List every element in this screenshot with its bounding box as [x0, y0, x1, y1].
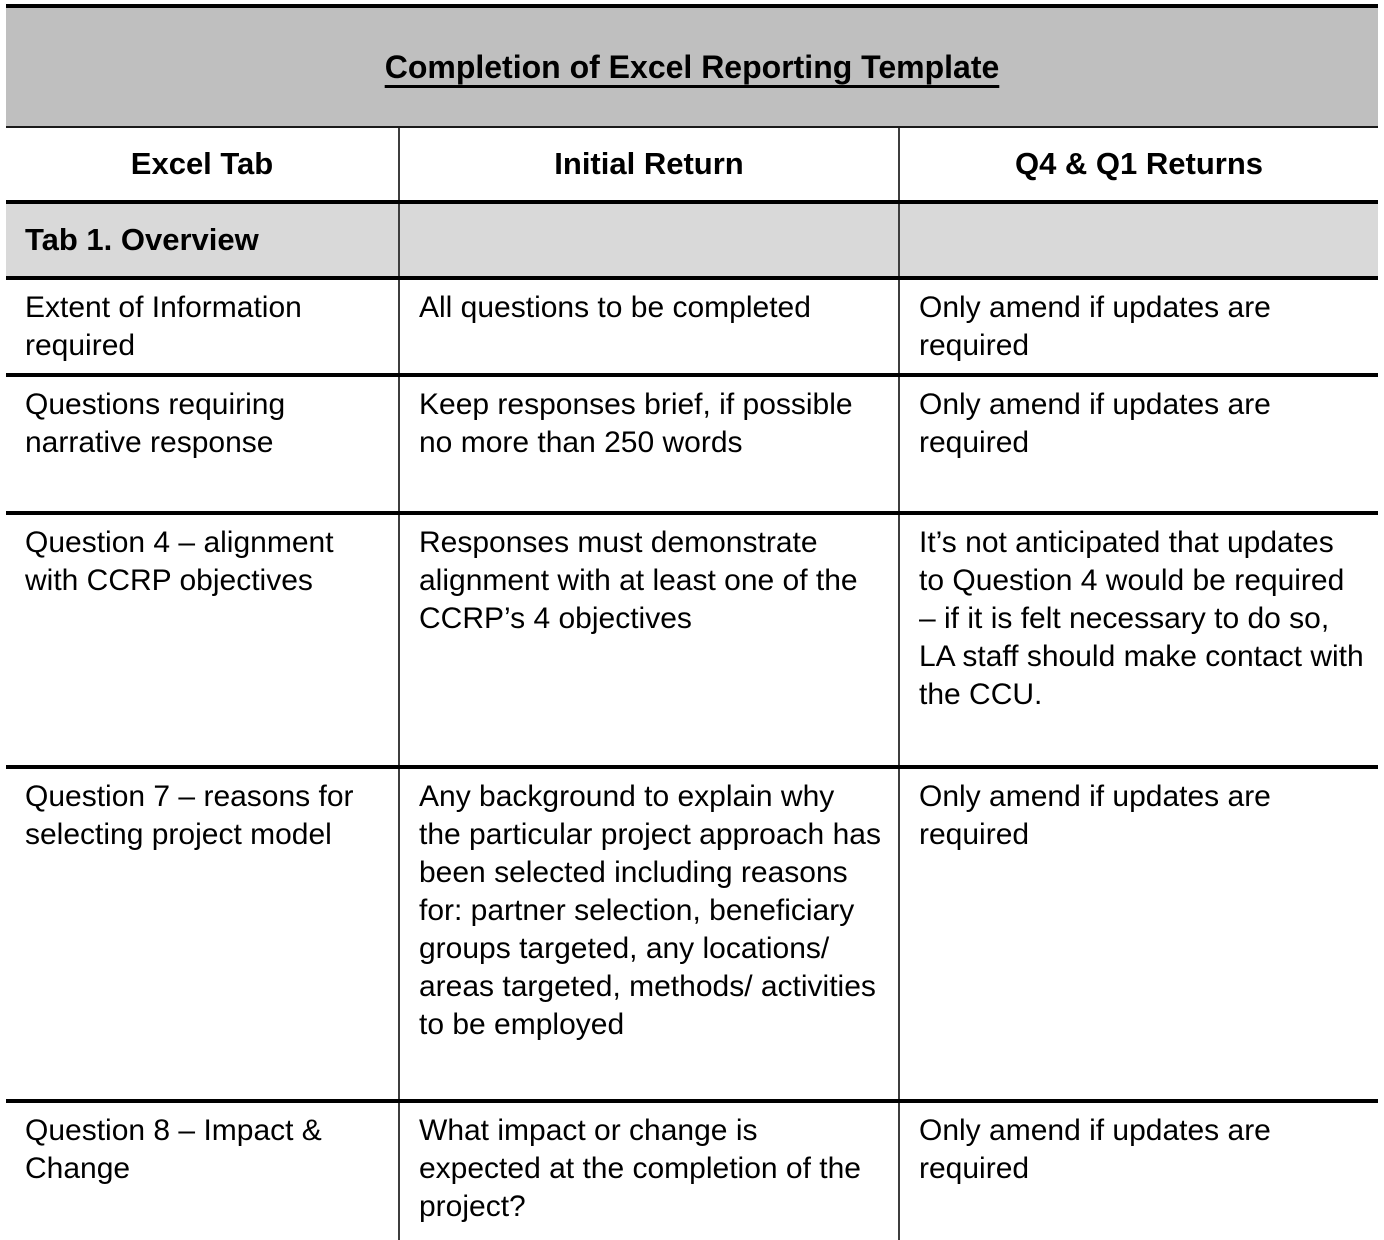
cell-excel-tab: Extent of Information required: [25, 291, 302, 362]
section-empty-cell: [898, 204, 1378, 276]
table-row: Question 4 – alignment with CCRP objecti…: [6, 515, 1378, 769]
cell-initial-return: What impact or change is expected at the…: [398, 1103, 898, 1240]
cell-q4-q1-returns: Only amend if updates are required: [898, 1103, 1378, 1240]
section-title: Tab 1. Overview: [25, 222, 259, 257]
column-header-excel-tab: Excel Tab: [130, 146, 274, 181]
cell-excel-tab: Questions requiring narrative response: [25, 388, 286, 459]
column-header-row: Excel Tab Initial Return Q4 & Q1 Returns: [6, 128, 1378, 204]
column-header-initial-return: Initial Return: [398, 128, 898, 200]
cell-excel-tab: Question 8 – Impact & Change: [25, 1114, 322, 1185]
table-row: Extent of Information required All quest…: [6, 280, 1378, 377]
section-row-tab-1-overview: Tab 1. Overview: [6, 204, 1378, 280]
cell-q4-q1-returns: Only amend if updates are required: [898, 377, 1378, 511]
table-row: Question 8 – Impact & Change What impact…: [6, 1103, 1378, 1240]
cell-q4-q1-returns: Only amend if updates are required: [898, 769, 1378, 1099]
page-title: Completion of Excel Reporting Template: [384, 48, 1000, 85]
cell-excel-tab: Question 7 – reasons for selecting proje…: [25, 780, 354, 851]
cell-initial-return: All questions to be completed: [398, 280, 898, 373]
section-empty-cell: [398, 204, 898, 276]
cell-initial-return: Keep responses brief, if possible no mor…: [398, 377, 898, 511]
cell-initial-return: Responses must demonstrate alignment wit…: [398, 515, 898, 765]
reporting-template-table: Completion of Excel Reporting Template E…: [6, 4, 1378, 1240]
column-header-q4-q1-returns: Q4 & Q1 Returns: [898, 128, 1378, 200]
cell-q4-q1-returns: Only amend if updates are required: [898, 280, 1378, 373]
cell-initial-return: Any background to explain why the partic…: [398, 769, 898, 1099]
table-row: Question 7 – reasons for selecting proje…: [6, 769, 1378, 1103]
table-title-band: Completion of Excel Reporting Template: [6, 8, 1378, 128]
table-row: Questions requiring narrative response K…: [6, 377, 1378, 515]
cell-q4-q1-returns: It’s not anticipated that updates to Que…: [898, 515, 1378, 765]
cell-excel-tab: Question 4 – alignment with CCRP objecti…: [25, 526, 334, 597]
